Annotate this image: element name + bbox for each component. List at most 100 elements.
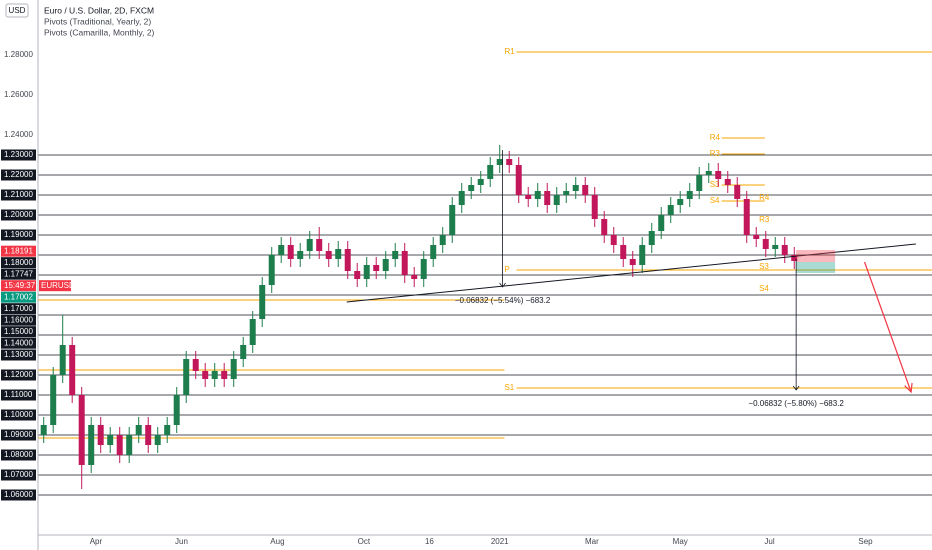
candle-body [297, 251, 304, 259]
measure-label: −0.06832 (−5.80%) −683.2 [748, 399, 844, 408]
candle-body [344, 249, 351, 271]
candle-body [677, 199, 684, 205]
candle-body [781, 245, 788, 255]
y-tick-label: 1.24000 [4, 130, 33, 139]
candle-body [116, 435, 123, 455]
candle-body [591, 195, 598, 219]
indicator-legend: Pivots (Traditional, Yearly, 2) [44, 16, 151, 26]
x-tick-label: Apr [90, 537, 103, 546]
pivot-label: P [504, 265, 509, 274]
candle-body [278, 245, 285, 255]
candle-body [544, 191, 551, 205]
candle-body [59, 345, 66, 375]
symbol-tag: EURUSD [41, 281, 75, 290]
plot-area: R1 P S1 R4 R3 S3 S4 R4 R3 S3 S4 −0.06832 (−5.54%) −… [38, 47, 932, 496]
pivot-label: S3 [759, 262, 769, 271]
countdown: 15:49:37 [4, 281, 36, 290]
candle-body [686, 191, 693, 199]
candle-body [135, 425, 142, 435]
candle-body [173, 395, 180, 425]
candle-body [107, 435, 114, 445]
level-label-bg [1, 449, 36, 461]
level-label: 1.06000 [4, 490, 33, 499]
pivot-label: R4 [710, 133, 721, 142]
level-label: 1.19000 [4, 230, 33, 239]
forecast-arrow [863, 261, 912, 393]
candle-body [211, 371, 218, 379]
candle-body [468, 185, 475, 191]
level-label: 1.20000 [4, 210, 33, 219]
level-label: 1.13000 [4, 350, 33, 359]
candle-body [306, 239, 313, 251]
candle-body [601, 219, 608, 235]
candle-body [354, 271, 361, 279]
candle-body [335, 249, 342, 259]
level-label-bg [1, 149, 36, 161]
measure-arrowhead [499, 282, 506, 288]
price-marker-bg [1, 268, 36, 280]
candle-body [724, 179, 731, 185]
level-label-bg [1, 189, 36, 201]
candle-body [88, 425, 95, 465]
candle-body [363, 265, 370, 279]
x-tick-label: Aug [270, 537, 284, 546]
candle-body [648, 231, 655, 245]
level-label-bg [1, 229, 36, 241]
candle-body [373, 265, 380, 271]
level-label: 1.21000 [4, 190, 33, 199]
symbol-tag-bg [39, 280, 71, 292]
pivot-label: S1 [504, 383, 514, 392]
level-label-bg [1, 209, 36, 221]
candle-body [487, 165, 494, 179]
candle-body [126, 435, 133, 455]
level-label-bg [1, 389, 36, 401]
level-label-bg [1, 409, 36, 421]
candle-body [221, 371, 228, 379]
level-label: 1.17000 [4, 304, 33, 313]
candle-body [696, 175, 703, 191]
level-label: 1.15000 [4, 327, 33, 336]
level-label: 1.09000 [4, 430, 33, 439]
candle-body [145, 425, 152, 445]
candle-body [506, 159, 513, 165]
candle-body [249, 319, 256, 345]
level-label: 1.08000 [4, 450, 33, 459]
chart-title: Euro / U.S. Dollar, 2D, FXCM [44, 5, 154, 15]
level-label-bg [1, 337, 36, 349]
level-label-bg [1, 326, 36, 338]
candle-body [705, 171, 712, 175]
candle-body [734, 185, 741, 199]
level-label-bg [1, 169, 36, 181]
pivot-label: R3 [710, 149, 721, 158]
x-tick-label: May [673, 537, 688, 546]
indicator-legend: Pivots (Camarilla, Monthly, 2) [44, 27, 155, 37]
level-label-bg [1, 349, 36, 361]
stop-zone [796, 250, 836, 262]
trendline [346, 243, 916, 303]
candle-body [762, 239, 769, 249]
level-label-bg [1, 303, 36, 315]
candle-body [192, 359, 199, 371]
candle-body [183, 359, 190, 395]
price-marker: 1.18191 [4, 246, 33, 255]
x-tick-label: Mar [585, 537, 599, 546]
pivot-label: S4 [710, 196, 720, 205]
price-marker-bg [1, 245, 36, 257]
x-tick-label: Jul [764, 537, 774, 546]
level-label-bg [1, 369, 36, 381]
candle-body [430, 245, 437, 259]
x-tick-label: Sep [858, 537, 873, 546]
candle-body [743, 199, 750, 235]
candle-body [658, 215, 665, 231]
candle-body [382, 259, 389, 271]
pivot-label: S3 [710, 180, 720, 189]
candle-body [610, 235, 617, 245]
candle-body [392, 251, 399, 259]
candle-body [667, 205, 674, 215]
candle-body [639, 245, 646, 265]
x-tick-label: 16 [425, 537, 434, 546]
candle-body [97, 425, 104, 445]
x-tick-label: Jun [175, 537, 188, 546]
pivot-label: R3 [759, 215, 770, 224]
